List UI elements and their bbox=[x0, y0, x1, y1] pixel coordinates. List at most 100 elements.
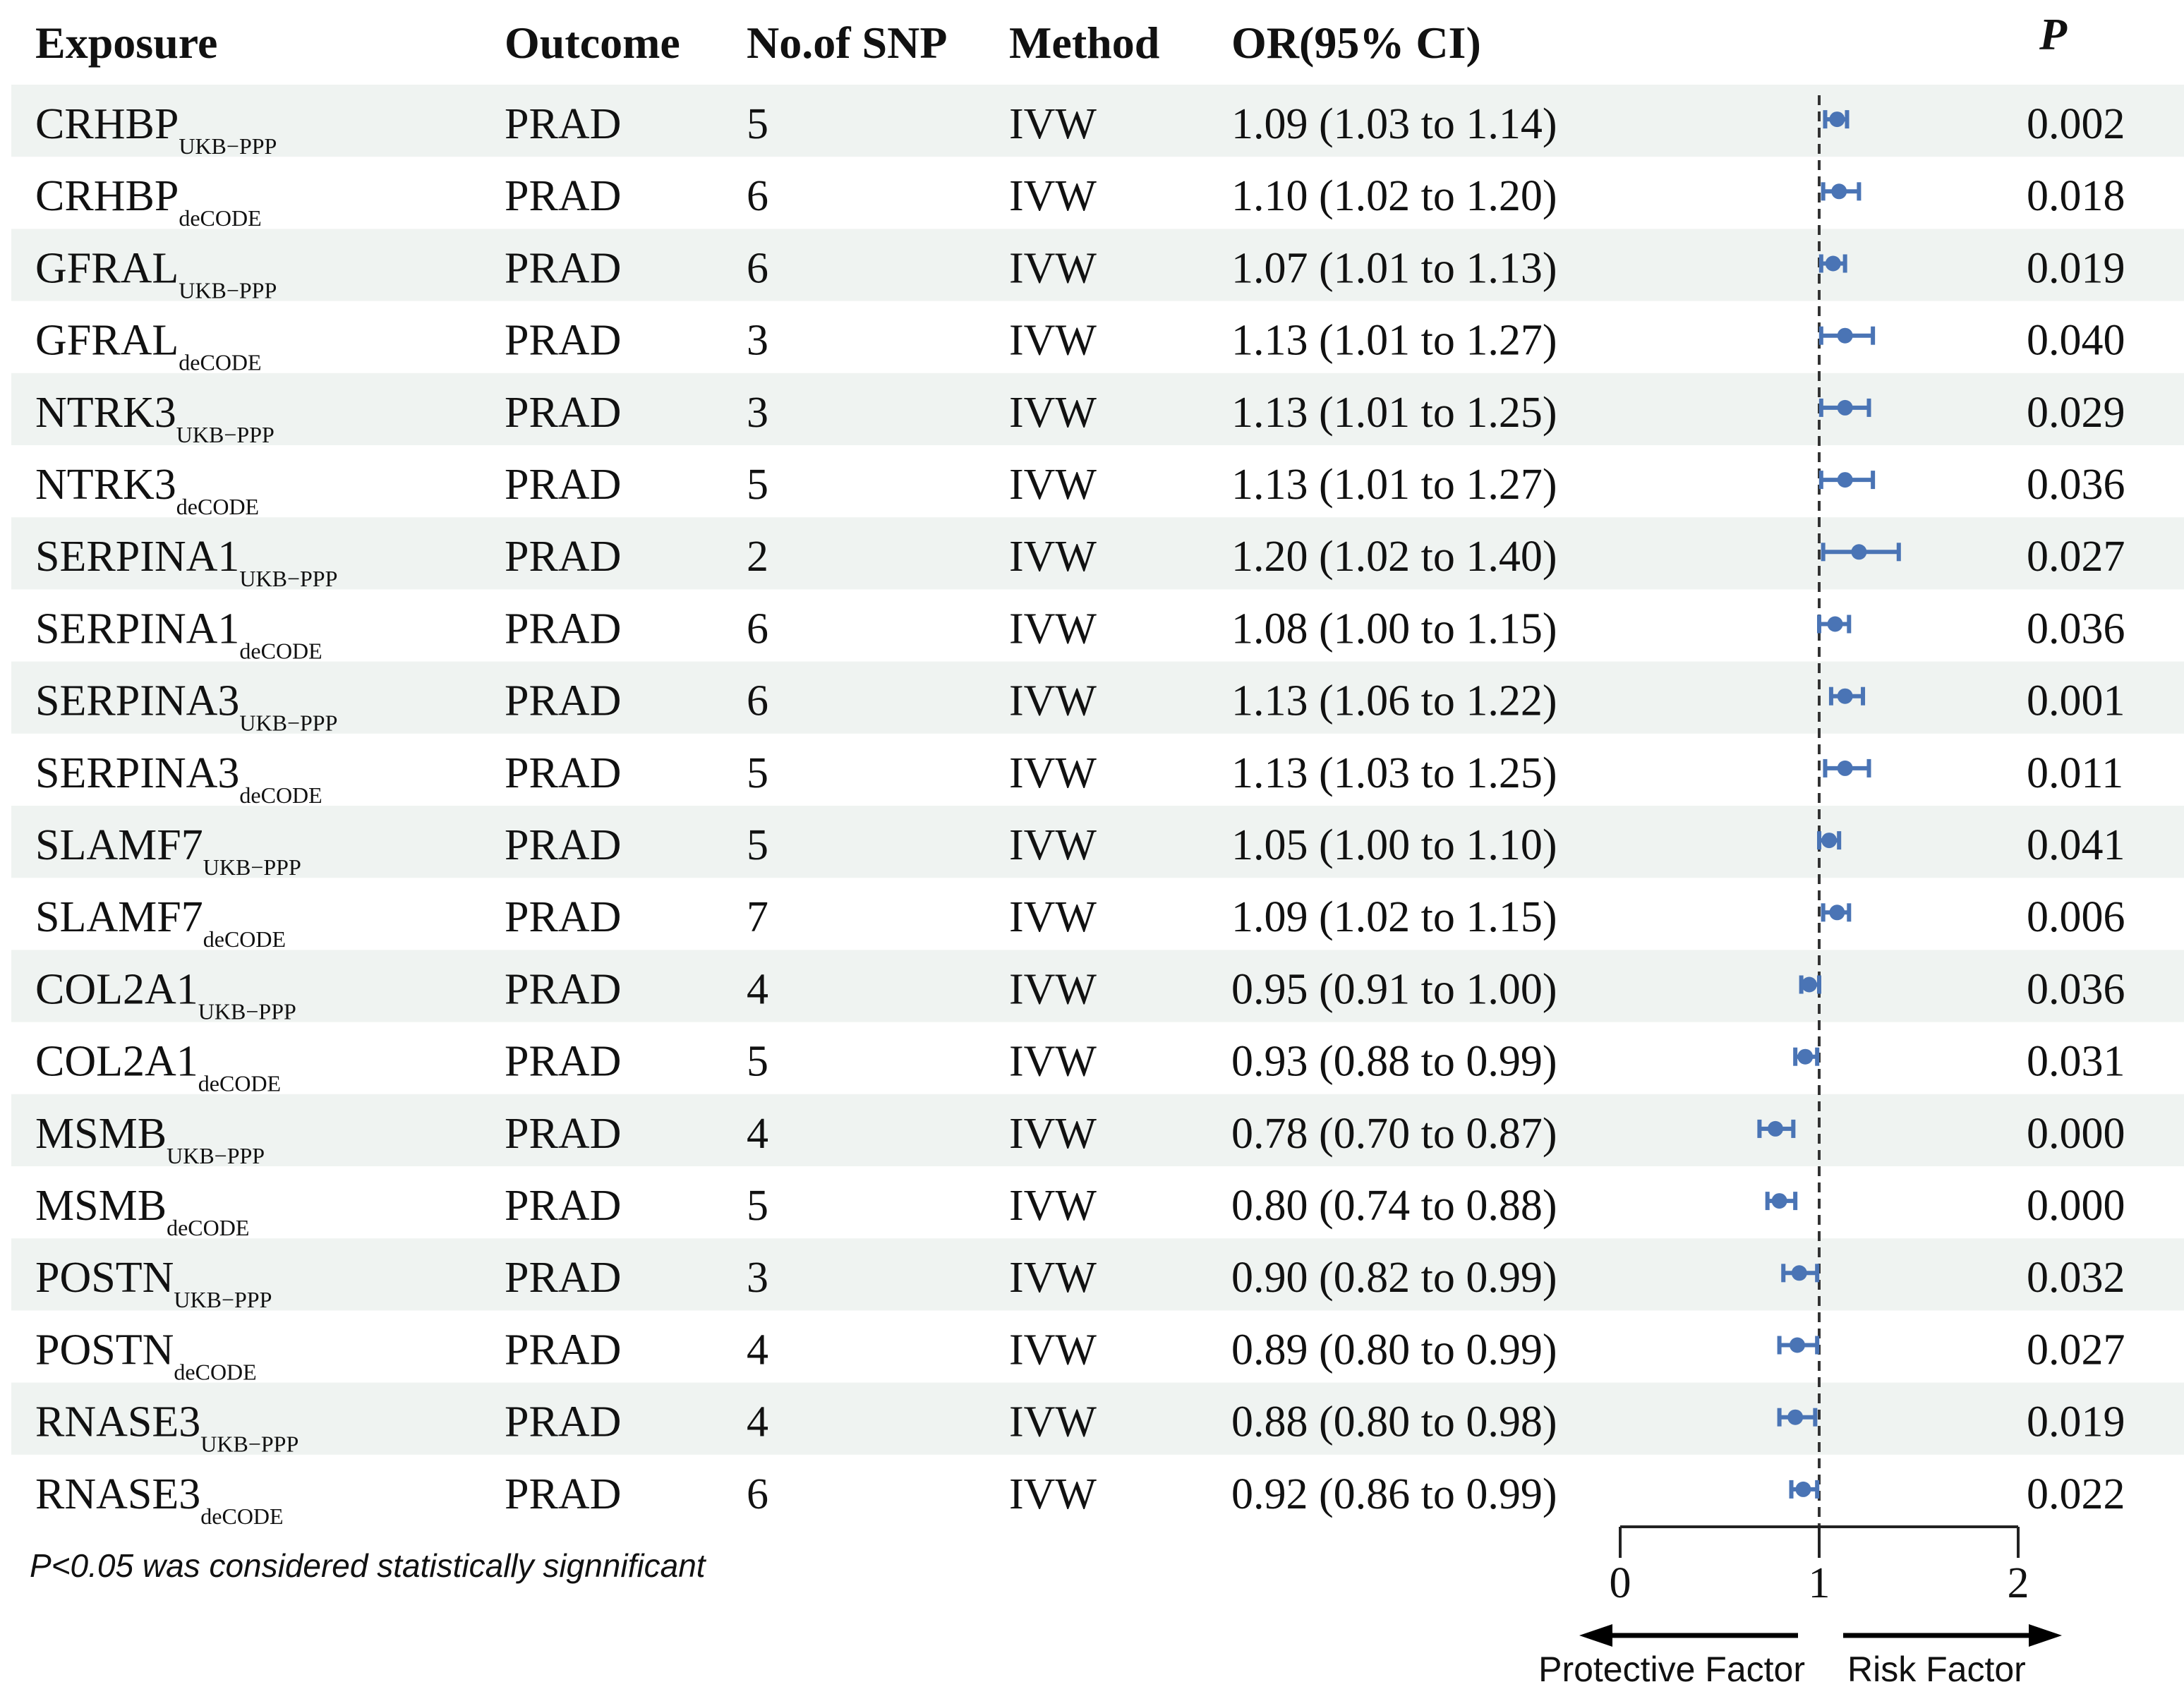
exposure-name: GFRAL bbox=[35, 244, 179, 292]
outcome-cell: PRAD bbox=[505, 821, 621, 869]
estimate-mark bbox=[1777, 1336, 1820, 1355]
exposure-cell: SERPINA1deCODE bbox=[35, 605, 322, 663]
estimate-mark bbox=[1793, 1047, 1820, 1066]
method-cell: IVW bbox=[1009, 1182, 1097, 1230]
table-header: Exposure Outcome No.of SNP Method OR(95%… bbox=[35, 9, 2068, 68]
outcome-cell: PRAD bbox=[505, 749, 621, 797]
method-cell: IVW bbox=[1009, 1326, 1097, 1374]
exposure-name: SLAMF7 bbox=[35, 893, 203, 941]
table-row: CRHBPdeCODE PRAD 6 IVW 1.10 (1.02 to 1.20) 0.… bbox=[35, 172, 2125, 231]
outcome-cell: PRAD bbox=[505, 1326, 621, 1374]
method-cell: IVW bbox=[1009, 244, 1097, 292]
exposure-source: deCODE bbox=[239, 782, 322, 808]
exposure-name: POSTN bbox=[35, 1326, 174, 1374]
estimate-mark bbox=[1818, 254, 1847, 273]
or-ci-cell: 1.09 (1.02 to 1.15) bbox=[1231, 893, 1557, 941]
p-value-cell: 0.000 bbox=[2027, 1182, 2125, 1230]
exposure-source: deCODE bbox=[179, 205, 261, 231]
row-stripe bbox=[11, 661, 2184, 734]
or-ci-cell: 0.88 (0.80 to 0.98) bbox=[1231, 1398, 1557, 1446]
outcome-cell: PRAD bbox=[505, 1470, 621, 1518]
table-row: CRHBPUKB−PPP PRAD 5 IVW 1.09 (1.03 to 1.14) 0… bbox=[35, 100, 2125, 159]
or-ci-cell: 1.08 (1.00 to 1.15) bbox=[1231, 605, 1557, 653]
or-ci-cell: 0.78 (0.70 to 0.87) bbox=[1231, 1110, 1557, 1158]
method-cell: IVW bbox=[1009, 172, 1097, 220]
or-ci-cell: 1.05 (1.00 to 1.10) bbox=[1231, 821, 1557, 869]
outcome-cell: PRAD bbox=[505, 1398, 621, 1446]
snp-cell: 6 bbox=[747, 244, 768, 292]
method-cell: IVW bbox=[1009, 605, 1097, 653]
exposure-source: deCODE bbox=[174, 1359, 256, 1384]
exposure-source: deCODE bbox=[198, 1071, 281, 1096]
snp-cell: 5 bbox=[747, 821, 768, 869]
or-ci-cell: 0.95 (0.91 to 1.00) bbox=[1231, 965, 1557, 1013]
method-cell: IVW bbox=[1009, 533, 1097, 581]
exposure-name: RNASE3 bbox=[35, 1470, 200, 1518]
point-estimate bbox=[1795, 1481, 1811, 1497]
or-ci-cell: 1.20 (1.02 to 1.40) bbox=[1231, 533, 1557, 581]
estimate-mark bbox=[1818, 326, 1876, 345]
outcome-cell: PRAD bbox=[505, 172, 621, 220]
x-axis: 0 1 2 bbox=[1610, 1525, 2029, 1607]
p-value-cell: 0.036 bbox=[2027, 605, 2125, 653]
exposure-source: deCODE bbox=[203, 926, 286, 952]
or-ci-cell: 0.90 (0.82 to 0.99) bbox=[1231, 1254, 1557, 1302]
outcome-cell: PRAD bbox=[505, 1254, 621, 1302]
exposure-source: deCODE bbox=[200, 1504, 283, 1529]
exposure-source: UKB−PPP bbox=[167, 1143, 265, 1168]
exposure-source: deCODE bbox=[176, 494, 259, 519]
header-or-ci: OR(95% CI) bbox=[1231, 18, 1481, 68]
exposure-name: SERPINA1 bbox=[35, 533, 239, 581]
p-value-cell: 0.040 bbox=[2027, 317, 2125, 365]
p-value-cell: 0.019 bbox=[2027, 1398, 2125, 1446]
method-cell: IVW bbox=[1009, 749, 1097, 797]
table-row: SERPINA3UKB−PPP PRAD 6 IVW 1.13 (1.06 to 1.2… bbox=[35, 677, 2125, 736]
outcome-cell: PRAD bbox=[505, 100, 621, 148]
or-ci-cell: 1.13 (1.03 to 1.25) bbox=[1231, 749, 1557, 797]
exposure-cell: MSMBdeCODE bbox=[35, 1182, 249, 1240]
p-value-cell: 0.029 bbox=[2027, 389, 2125, 437]
exposure-name: POSTN bbox=[35, 1254, 174, 1302]
exposure-name: COL2A1 bbox=[35, 965, 198, 1013]
header-method: Method bbox=[1009, 18, 1159, 68]
snp-cell: 5 bbox=[747, 1182, 768, 1230]
axis-tick-label: 2 bbox=[2008, 1559, 2029, 1607]
table-row: GFRALUKB−PPP PRAD 6 IVW 1.07 (1.01 to 1.13) 0… bbox=[35, 244, 2125, 303]
table-row: POSTNUKB−PPP PRAD 3 IVW 0.90 (0.82 to 0.99) 0… bbox=[35, 1254, 2125, 1312]
method-cell: IVW bbox=[1009, 1398, 1097, 1446]
point-estimate bbox=[1837, 399, 1853, 416]
outcome-cell: PRAD bbox=[505, 1038, 621, 1086]
point-estimate bbox=[1837, 472, 1853, 488]
outcome-cell: PRAD bbox=[505, 605, 621, 653]
exposure-cell: RNASE3deCODE bbox=[35, 1470, 284, 1529]
p-value-cell: 0.002 bbox=[2027, 100, 2125, 148]
method-cell: IVW bbox=[1009, 677, 1097, 725]
exposure-cell: GFRALdeCODE bbox=[35, 317, 262, 375]
exposure-source: UKB−PPP bbox=[198, 998, 296, 1024]
exposure-source: deCODE bbox=[167, 1215, 249, 1240]
exposure-name: SLAMF7 bbox=[35, 821, 203, 869]
outcome-cell: PRAD bbox=[505, 1182, 621, 1230]
exposure-cell: NTRK3UKB−PPP bbox=[35, 389, 274, 447]
snp-cell: 4 bbox=[747, 1398, 768, 1446]
point-estimate bbox=[1837, 760, 1853, 776]
exposure-cell: SERPINA1UKB−PPP bbox=[35, 533, 337, 591]
exposure-cell: SERPINA3UKB−PPP bbox=[35, 677, 337, 736]
footnote: P<0.05 was considered statistically sign… bbox=[30, 1547, 707, 1584]
snp-cell: 2 bbox=[747, 533, 768, 581]
header-snp: No.of SNP bbox=[747, 18, 947, 68]
table-row: SERPINA1UKB−PPP PRAD 2 IVW 1.20 (1.02 to 1.4… bbox=[35, 533, 2125, 591]
or-ci-cell: 1.09 (1.03 to 1.14) bbox=[1231, 100, 1557, 148]
point-estimate bbox=[1767, 1120, 1783, 1137]
risk-factor-label: Risk Factor bbox=[1847, 1650, 2026, 1689]
method-cell: IVW bbox=[1009, 317, 1097, 365]
p-value-cell: 0.036 bbox=[2027, 965, 2125, 1013]
outcome-cell: PRAD bbox=[505, 244, 621, 292]
method-cell: IVW bbox=[1009, 893, 1097, 941]
outcome-cell: PRAD bbox=[505, 533, 621, 581]
estimate-mark bbox=[1821, 182, 1862, 201]
exposure-cell: POSTNUKB−PPP bbox=[35, 1254, 272, 1312]
table-row: MSMBdeCODE PRAD 5 IVW 0.80 (0.74 to 0.88) 0.0… bbox=[35, 1182, 2125, 1240]
table-rows: CRHBPUKB−PPP PRAD 5 IVW 1.09 (1.03 to 1.14) 0… bbox=[35, 100, 2125, 1529]
